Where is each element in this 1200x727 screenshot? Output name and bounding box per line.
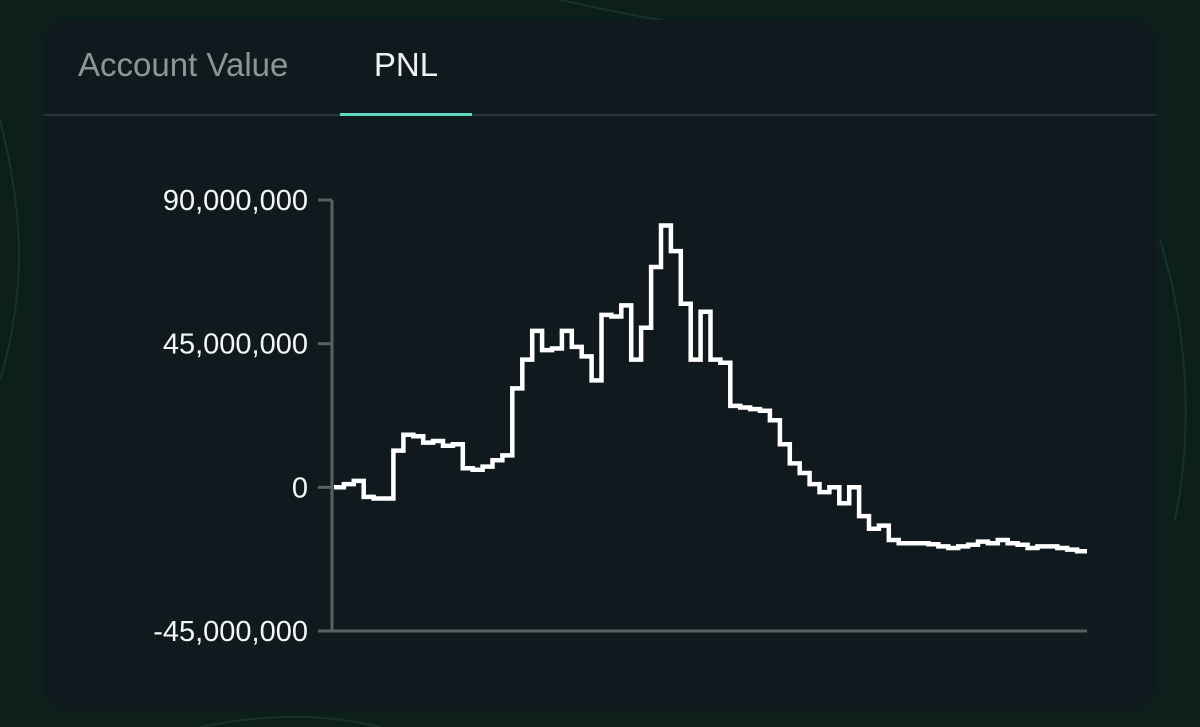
tab-account-value-label: Account Value xyxy=(78,46,289,83)
tab-pnl[interactable]: PNL xyxy=(340,20,472,116)
chart-tabs: Account Value PNL xyxy=(44,20,1156,116)
y-tick-label: 45,000,000 xyxy=(163,329,308,361)
active-tab-indicator xyxy=(340,113,472,116)
y-tick-label: -45,000,000 xyxy=(153,616,308,648)
pnl-series-line xyxy=(334,223,1087,554)
pnl-chart: 90,000,000 45,000,000 0 -45,000,000 xyxy=(153,185,1087,648)
pnl-chart-card: Account Value PNL 90,000,000 45,000,000 0 -… xyxy=(44,20,1156,710)
tab-pnl-label: PNL xyxy=(373,46,439,83)
tab-account-value[interactable]: Account Value xyxy=(78,20,304,114)
y-tick-label: 90,000,000 xyxy=(163,185,308,217)
y-tick-label: 0 xyxy=(292,472,308,504)
